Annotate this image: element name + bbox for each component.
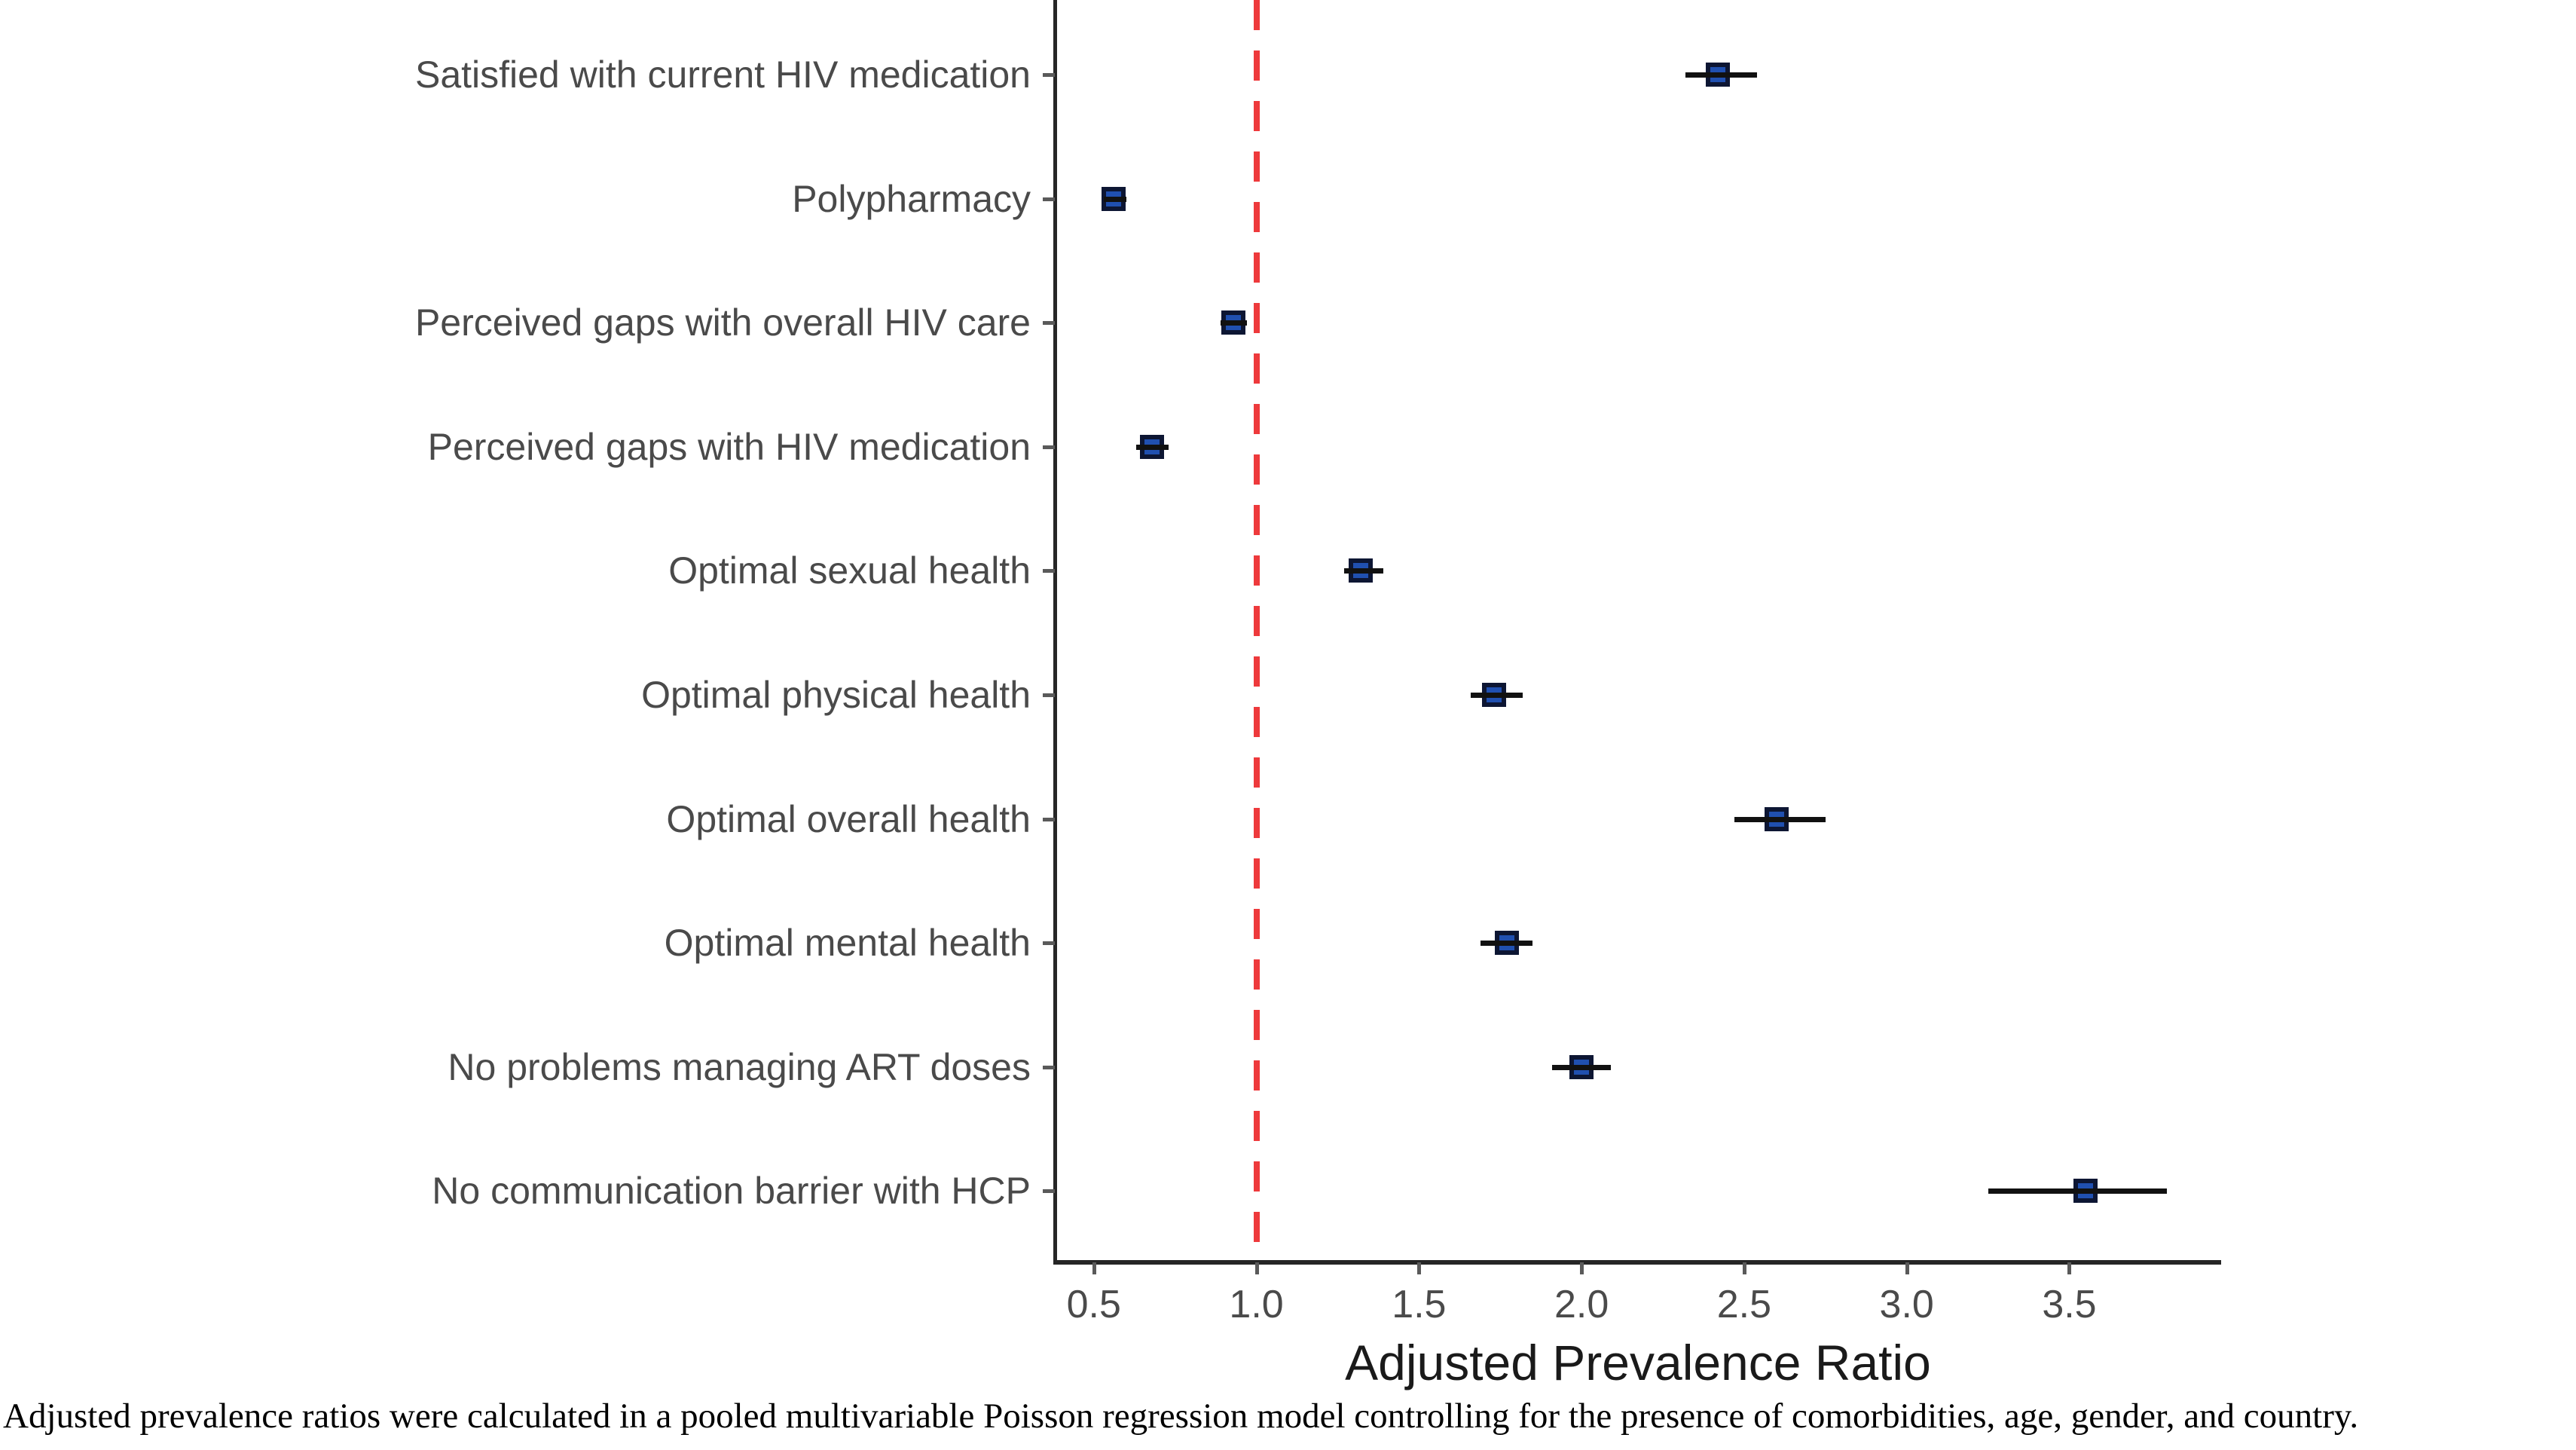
x-axis-tick-label: 1.5 (1392, 1283, 1447, 1326)
x-axis-tick-label: 0.5 (1066, 1283, 1121, 1326)
x-axis-tick (1580, 1262, 1584, 1274)
x-axis-tick-label: 1.0 (1229, 1283, 1284, 1326)
y-axis-tick (1043, 197, 1055, 201)
x-axis-tick-label: 3.5 (2042, 1283, 2097, 1326)
y-axis-tick (1043, 693, 1055, 697)
y-axis-label: Optimal sexual health (668, 549, 1031, 592)
reference-line-apr-1 (1253, 0, 1260, 1262)
y-axis-label: Perceived gaps with HIV medication (427, 425, 1031, 468)
y-axis-label: Satisfied with current HIV medication (414, 54, 1031, 96)
y-axis-tick (1043, 941, 1055, 946)
ci-whisker (1344, 568, 1383, 574)
x-axis-tick (2067, 1262, 2072, 1274)
x-axis-tick (1092, 1262, 1096, 1274)
y-axis-label: No communication barrier with HCP (432, 1170, 1031, 1213)
ci-whisker (1734, 816, 1826, 822)
x-axis-tick-label: 3.0 (1879, 1283, 1934, 1326)
y-axis-tick (1043, 1065, 1055, 1069)
x-axis-tick-label: 2.0 (1554, 1283, 1609, 1326)
y-axis-tick (1043, 569, 1055, 574)
y-axis-tick (1043, 73, 1055, 77)
y-axis-label: Optimal mental health (664, 922, 1031, 965)
y-axis-label: No problems managing ART doses (448, 1045, 1031, 1088)
x-axis-tick (1254, 1262, 1259, 1274)
y-axis-tick (1043, 321, 1055, 326)
x-axis-tick (1417, 1262, 1422, 1274)
y-axis-tick (1043, 1189, 1055, 1194)
y-axis-line (1053, 0, 1057, 1264)
ci-whisker (1988, 1188, 2167, 1195)
y-axis-tick (1043, 445, 1055, 449)
x-axis-title: Adjusted Prevalence Ratio (1345, 1335, 1931, 1390)
y-axis-label: Polypharmacy (792, 177, 1031, 220)
x-axis-tick-label: 2.5 (1716, 1283, 1772, 1326)
x-axis-tick (1742, 1262, 1746, 1274)
ci-whisker (1471, 693, 1523, 698)
ci-whisker (1103, 196, 1126, 202)
y-axis-label: Optimal overall health (666, 797, 1031, 840)
y-axis-label: Optimal physical health (641, 674, 1031, 716)
x-axis-tick (1905, 1262, 1909, 1274)
ci-whisker (1481, 941, 1533, 947)
ci-whisker (1135, 444, 1169, 450)
y-axis-tick (1043, 817, 1055, 821)
ci-whisker (1552, 1064, 1611, 1070)
figure-caption: Adjusted prevalence ratios were calculat… (3, 1396, 2359, 1436)
y-axis-label: Perceived gaps with overall HIV care (414, 301, 1031, 344)
x-axis-line (1053, 1260, 2221, 1265)
ci-whisker (1221, 320, 1247, 326)
ci-whisker (1685, 72, 1758, 78)
